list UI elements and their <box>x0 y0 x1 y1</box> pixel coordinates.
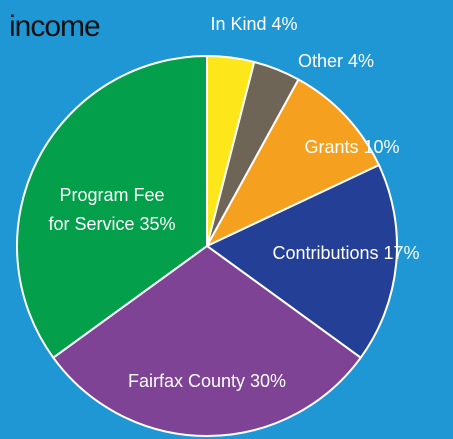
slice-label-in-kind: In Kind 4% <box>210 14 297 34</box>
pie-slices <box>16 55 398 437</box>
slice-label-fairfax-county: Fairfax County 30% <box>128 371 286 391</box>
slice-label-contributions: Contributions 17% <box>272 243 419 263</box>
pie-slice-program-fee-for-service <box>16 55 208 359</box>
chart-title: income <box>9 10 100 43</box>
slice-label-grants: Grants 10% <box>304 137 399 157</box>
slice-label-other: Other 4% <box>298 51 374 71</box>
slice-labels: In Kind 4%Other 4% Grants 10% Contribution… <box>48 14 419 391</box>
pie-slice-fairfax-county <box>52 245 362 437</box>
pie-slice-grants <box>206 78 380 247</box>
slice-label-program-fee-for-service: Program Fee for Service 35% <box>48 185 175 234</box>
pie-slice-contributions <box>206 164 398 359</box>
